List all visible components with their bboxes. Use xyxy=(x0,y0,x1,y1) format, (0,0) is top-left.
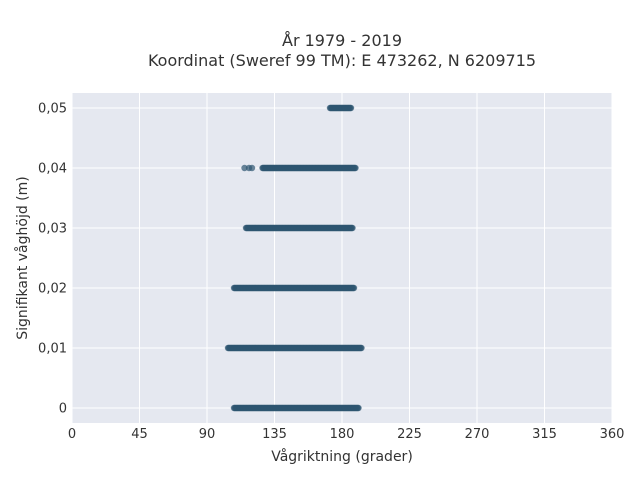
x-tick-label: 45 xyxy=(131,427,148,442)
y-tick-labels: 0 0,01 0,02 0,03 0,04 0,05 xyxy=(38,102,67,417)
y-tick-label: 0,02 xyxy=(38,282,67,297)
data-band xyxy=(242,224,356,232)
y-tick-label: 0 xyxy=(59,402,67,417)
x-tick-label: 180 xyxy=(330,427,355,442)
data-point xyxy=(355,404,362,412)
x-tick-labels: 0 45 90 135 180 225 270 315 360 xyxy=(68,427,625,442)
data-band xyxy=(230,404,362,412)
y-tick-label: 0,01 xyxy=(38,342,67,357)
data-point xyxy=(248,164,256,172)
y-tick-label: 0,03 xyxy=(38,222,67,237)
x-tick-label: 90 xyxy=(199,427,216,442)
data-point xyxy=(350,284,358,292)
data-point xyxy=(352,164,359,172)
data-points xyxy=(224,104,365,412)
data-point xyxy=(241,164,248,172)
chart-subtitle: Koordinat (Sweref 99 TM): E 473262, N 62… xyxy=(148,51,536,70)
data-point xyxy=(358,344,365,352)
x-tick-label: 315 xyxy=(532,427,557,442)
x-tick-label: 225 xyxy=(397,427,422,442)
x-tick-label: 270 xyxy=(465,427,490,442)
x-tick-label: 360 xyxy=(600,427,625,442)
x-tick-label: 135 xyxy=(262,427,287,442)
data-band xyxy=(230,284,358,292)
data-point xyxy=(347,104,355,112)
y-axis-label: Signifikant våghöjd (m) xyxy=(14,176,31,339)
data-band xyxy=(326,104,355,112)
data-band xyxy=(224,344,365,352)
y-tick-label: 0,04 xyxy=(38,162,67,177)
chart-title: År 1979 - 2019 xyxy=(282,31,402,50)
y-tick-label: 0,05 xyxy=(38,102,67,117)
x-tick-label: 0 xyxy=(68,427,76,442)
data-point xyxy=(349,224,356,232)
x-axis-label: Vågriktning (grader) xyxy=(271,448,413,465)
data-band xyxy=(241,164,359,172)
